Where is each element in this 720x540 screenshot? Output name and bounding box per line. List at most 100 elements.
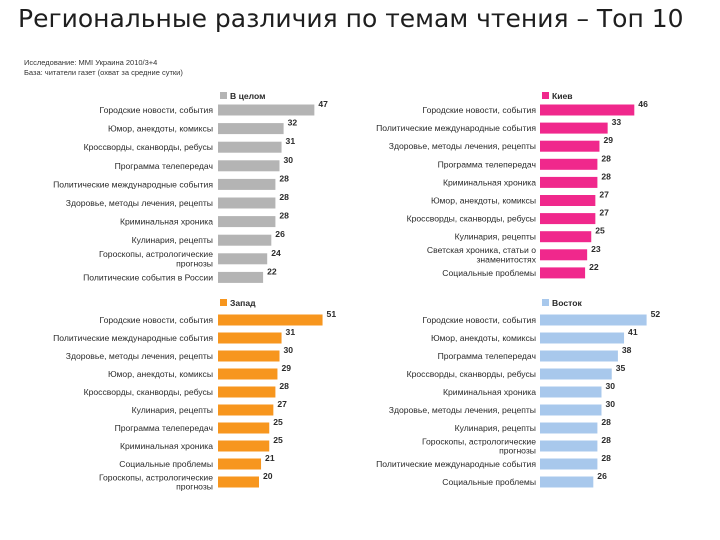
bar: [218, 197, 276, 209]
value-label: 20: [263, 471, 273, 481]
category-label: Кроссворды, сканворды, ребусы: [407, 369, 536, 379]
bar: [218, 141, 282, 153]
bar: [218, 476, 259, 488]
category-label: Кроссворды, сканворды, ребусы: [84, 142, 213, 152]
value-label: 27: [599, 190, 609, 200]
value-label: 30: [606, 399, 616, 409]
bar: [218, 332, 282, 344]
category-label: Здоровье, методы лечения, рецепты: [389, 405, 536, 415]
value-label: 30: [606, 381, 616, 391]
value-label: 27: [599, 208, 609, 218]
value-label: 21: [265, 453, 275, 463]
category-label: Кроссворды, сканворды, ребусы: [407, 214, 536, 224]
chart-panel-2: Запад 51 Городские новости, события 31 Полит…: [53, 298, 336, 492]
category-label: Городские новости, события: [422, 105, 536, 115]
bar: [540, 104, 635, 116]
category-label: Политические международные события: [376, 459, 536, 469]
value-label: 30: [284, 155, 294, 165]
value-label: 26: [597, 471, 607, 481]
value-label: 28: [279, 381, 289, 391]
chart-panel-0: В целом 47 Городские новости, события 32 Юмо…: [53, 91, 328, 283]
category-label: Программа телепередач: [115, 423, 213, 433]
legend-label: Восток: [552, 298, 582, 308]
value-label: 28: [279, 211, 289, 221]
value-label: 25: [273, 417, 283, 427]
category-label: Социальные проблемы: [442, 477, 536, 487]
category-label: Кулинария, рецепты: [455, 423, 536, 433]
category-label: Политические события в России: [83, 272, 213, 282]
category-label: Криминальная хроника: [120, 441, 213, 451]
category-label: Гороскопы, астрологические прогнозы: [99, 249, 213, 268]
legend-label: Киев: [552, 91, 573, 101]
bar: [540, 458, 598, 470]
legend-swatch: [542, 92, 549, 99]
value-label: 28: [279, 173, 289, 183]
category-label: Городские новости, события: [99, 105, 213, 115]
category-label: Политические международные события: [53, 333, 213, 343]
value-label: 26: [275, 229, 285, 239]
bar: [218, 123, 284, 135]
bar: [218, 404, 274, 416]
bar: [540, 231, 592, 243]
bar: [218, 314, 323, 326]
value-label: 31: [286, 327, 296, 337]
bar: [540, 476, 594, 488]
category-label: Гороскопы, астрологические прогнозы: [422, 436, 536, 455]
category-label: Программа телепередач: [438, 351, 536, 361]
bar: [540, 422, 598, 434]
value-label: 29: [603, 135, 613, 145]
value-label: 51: [327, 309, 337, 319]
page-title: Региональные различия по темам чтения – …: [18, 4, 684, 33]
category-label: Криминальная хроника: [443, 177, 536, 187]
bar: [218, 440, 270, 452]
category-label: Гороскопы, астрологические прогнозы: [99, 472, 213, 491]
category-label: Городские новости, события: [422, 315, 536, 325]
bar: [540, 386, 602, 398]
legend-label: Запад: [230, 298, 256, 308]
category-label: Здоровье, методы лечения, рецепты: [389, 141, 536, 151]
value-label: 28: [601, 171, 611, 181]
category-label: Кулинария, рецепты: [132, 235, 213, 245]
bar: [540, 350, 618, 362]
value-label: 22: [267, 266, 277, 276]
category-label: Политические международные события: [376, 123, 536, 133]
bar: [540, 368, 612, 380]
bar: [540, 158, 598, 170]
category-label: Юмор, анекдоты, комиксы: [108, 124, 213, 134]
value-label: 23: [591, 244, 601, 254]
bar: [540, 314, 647, 326]
value-label: 29: [281, 363, 291, 373]
value-label: 24: [271, 248, 281, 258]
value-label: 28: [279, 192, 289, 202]
value-label: 46: [638, 99, 648, 109]
value-label: 47: [318, 99, 328, 109]
value-label: 28: [601, 453, 611, 463]
category-label: Кулинария, рецепты: [132, 405, 213, 415]
value-label: 38: [622, 345, 632, 355]
bar: [218, 178, 276, 190]
bar: [540, 332, 625, 344]
bar: [540, 440, 598, 452]
category-label: Социальные проблемы: [442, 268, 536, 278]
legend-swatch: [220, 92, 227, 99]
bar: [218, 422, 270, 434]
bar: [218, 350, 280, 362]
bar: [540, 122, 608, 134]
bar: [218, 458, 262, 470]
bar: [218, 368, 278, 380]
legend-swatch: [220, 299, 227, 306]
chart-panel-3: Восток 52 Городские новости, события 41 Юмор…: [376, 298, 660, 488]
bar: [218, 234, 272, 246]
value-label: 22: [589, 262, 599, 272]
bar: [540, 249, 588, 261]
category-label: Светская хроника, статьи о знаменитостях: [427, 245, 537, 264]
bar: [218, 104, 315, 116]
bar: [218, 160, 280, 172]
value-label: 25: [273, 435, 283, 445]
category-label: Здоровье, методы лечения, рецепты: [66, 198, 213, 208]
bar: [540, 213, 596, 225]
bar: [218, 253, 268, 265]
category-label: Политические международные события: [53, 179, 213, 189]
category-label: Юмор, анекдоты, комиксы: [108, 369, 213, 379]
